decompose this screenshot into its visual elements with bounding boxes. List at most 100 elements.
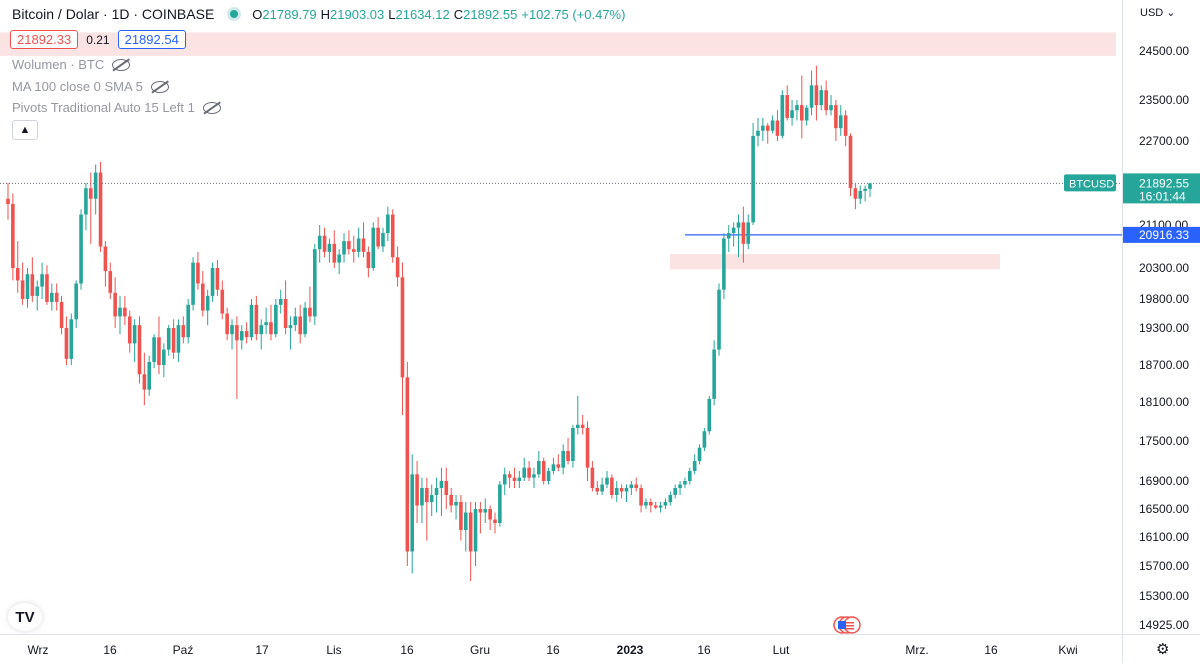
- candle: [541, 457, 546, 485]
- countdown-label: 16:01:44: [1139, 189, 1186, 203]
- candle: [84, 183, 88, 231]
- candle: [439, 467, 444, 516]
- candle: [113, 277, 117, 328]
- settings-gear-icon[interactable]: ⚙: [1156, 641, 1170, 658]
- candle: [225, 307, 229, 341]
- candle: [35, 280, 40, 311]
- economic-events-flag-icon[interactable]: [832, 616, 862, 634]
- symbol-tag-label: BTCUSD: [1069, 178, 1114, 190]
- hidden-eye-icon[interactable]: [112, 58, 131, 71]
- candle: [834, 100, 838, 141]
- candle: [697, 444, 702, 465]
- axis-corner: [1122, 634, 1200, 663]
- last-price-label: 21892.55: [1139, 176, 1189, 190]
- sell-price-button[interactable]: 21892.33: [10, 30, 79, 49]
- candle: [522, 457, 527, 481]
- candle: [123, 295, 127, 326]
- candle: [351, 235, 356, 263]
- candle: [824, 80, 828, 116]
- candle: [210, 262, 215, 302]
- indicator-row-volume[interactable]: Wolumen · BTC: [12, 57, 131, 72]
- candle: [6, 183, 10, 220]
- candle: [726, 225, 731, 252]
- candle: [20, 262, 25, 305]
- candle: [337, 249, 341, 275]
- price-tick-label: 19800.00: [1139, 292, 1189, 306]
- symbol-title[interactable]: Bitcoin / Dolar · 1D · COINBASE: [12, 6, 215, 22]
- candle: [278, 289, 283, 314]
- price-axis[interactable]: 24500.00 23500.00 22700.00 21100.00 20300.00…: [1122, 0, 1200, 634]
- candle: [249, 299, 254, 341]
- candle: [678, 481, 682, 495]
- candle: [809, 70, 814, 116]
- candle: [741, 206, 746, 263]
- candle: [843, 110, 848, 147]
- candle: [600, 477, 604, 495]
- candle: [191, 257, 195, 311]
- candle: [770, 115, 775, 134]
- indicator-label: Pivots Traditional Auto 15 Left 1: [12, 100, 195, 115]
- candle: [162, 343, 166, 378]
- price-tick-label: 16500.00: [1139, 502, 1189, 516]
- price-tick-label: 24500.00: [1139, 44, 1189, 58]
- candle: [127, 310, 132, 353]
- hidden-eye-icon[interactable]: [150, 80, 169, 93]
- candle: [147, 355, 152, 396]
- candle: [64, 316, 69, 365]
- candle: [790, 100, 794, 126]
- candle: [395, 246, 400, 287]
- candle: [488, 505, 492, 530]
- candle: [717, 283, 721, 356]
- close-label: C: [453, 6, 464, 22]
- candle: [498, 481, 502, 527]
- candle: [756, 117, 760, 147]
- time-tick-label: Lis: [326, 643, 341, 657]
- candle: [108, 262, 113, 299]
- candle: [308, 286, 312, 323]
- currency-selector[interactable]: USD ⌄: [1140, 6, 1176, 19]
- candle: [512, 467, 517, 488]
- candle: [186, 299, 190, 344]
- candle: [157, 316, 161, 375]
- candle: [571, 424, 575, 468]
- indicator-row-pivots[interactable]: Pivots Traditional Auto 15 Left 1: [12, 100, 221, 115]
- hidden-eye-icon[interactable]: [202, 101, 221, 114]
- time-tick-label: Paź: [173, 643, 194, 657]
- candle: [649, 498, 653, 513]
- low-value: 21634.12: [395, 6, 450, 22]
- candle: [736, 214, 741, 258]
- chart-pane[interactable]: BTCUSD: [0, 0, 1122, 634]
- collapse-indicators-button[interactable]: ▲: [12, 120, 38, 140]
- candle: [410, 454, 415, 574]
- candle: [283, 280, 288, 335]
- candle: [468, 502, 473, 581]
- candle: [381, 227, 385, 252]
- candle: [264, 307, 268, 335]
- candle: [152, 334, 156, 369]
- candle: [546, 467, 551, 485]
- candle: [15, 241, 20, 293]
- candle: [814, 65, 819, 121]
- candle: [478, 502, 483, 534]
- time-axis[interactable]: Wrz 16 Paź 17 Lis 16 Gru 16 2023 16 Lut Mrz. 16 Kwi: [0, 634, 1122, 663]
- time-tick-label: 16: [697, 643, 711, 657]
- indicator-row-ma[interactable]: MA 100 close 0 SMA 5: [12, 79, 169, 94]
- price-tick-label: 16900.00: [1139, 474, 1189, 488]
- candle: [356, 227, 361, 258]
- buy-price-button[interactable]: 21892.54: [117, 30, 186, 49]
- last-price-badge: [1123, 173, 1200, 204]
- indicator-label: MA 100 close 0 SMA 5: [12, 79, 143, 94]
- candle: [259, 319, 264, 350]
- candle: [619, 484, 624, 499]
- candle: [429, 484, 434, 516]
- candle: [590, 461, 595, 492]
- candle: [537, 451, 541, 478]
- candle: [79, 209, 83, 290]
- candle: [731, 222, 736, 247]
- candle: [303, 301, 307, 338]
- candle: [244, 322, 249, 344]
- tradingview-logo-icon[interactable]: TV: [8, 603, 42, 631]
- candlestick-chart[interactable]: BTCUSD: [0, 0, 1122, 634]
- candle: [74, 280, 78, 328]
- candle: [269, 304, 273, 341]
